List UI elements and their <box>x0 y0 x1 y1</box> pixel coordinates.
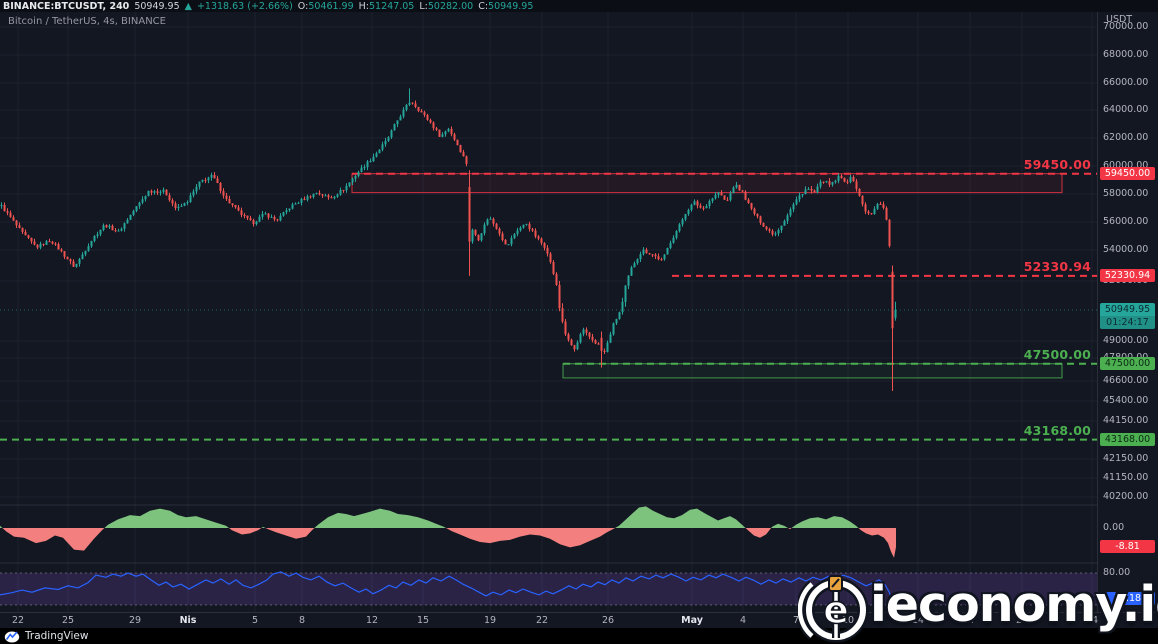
time-tick: 24 <box>1085 615 1099 626</box>
time-axis[interactable]: 22 25 29 Nis 5 8 12 15 19 22 26 May 4 7 10 14 17 20 24 <box>0 612 1158 629</box>
level-axis-label: 59450.00 <box>1100 166 1155 180</box>
level-title: 59450.00 <box>1023 156 1091 172</box>
level-title: 43168.00 <box>1023 422 1091 438</box>
price-tick: 41150.00 <box>1103 472 1149 483</box>
price-tick: 42150.00 <box>1103 453 1149 464</box>
time-tick: 19 <box>483 615 497 626</box>
open-value: 50461.99 <box>308 0 354 12</box>
price-tick: 68000.00 <box>1103 49 1149 60</box>
up-arrow-icon: ▲ <box>184 0 192 12</box>
price-tick: 66000.00 <box>1103 77 1149 88</box>
time-tick: 12 <box>365 615 379 626</box>
open-label: O: <box>297 0 309 12</box>
last-price-value: 50949.95 <box>1104 304 1151 315</box>
price-tick: 44150.00 <box>1103 415 1149 426</box>
price-tick: 45400.00 <box>1103 395 1149 406</box>
price-tick: 64000.00 <box>1103 104 1149 115</box>
time-tick: 5 <box>251 615 259 626</box>
time-tick: 17 <box>963 615 977 626</box>
level-title: 47500.00 <box>1023 346 1091 362</box>
time-tick: 29 <box>128 615 142 626</box>
price-tick: 54000.00 <box>1103 244 1149 255</box>
time-tick: 25 <box>61 615 75 626</box>
time-tick: 4 <box>739 615 747 626</box>
low-value: 50282.00 <box>427 0 474 12</box>
price-change: +1318.63 (+2.66%) <box>196 0 293 12</box>
chart-legend[interactable]: Bitcoin / TetherUS, 4s, BINANCE <box>8 16 166 27</box>
time-tick: 15 <box>416 615 430 626</box>
price-tick: 62000.00 <box>1103 132 1149 143</box>
rsi-value-label: 31.18 <box>1100 592 1155 606</box>
last-price: 50949.95 <box>134 0 180 12</box>
price-tick: 46600.00 <box>1103 375 1149 386</box>
time-tick: May <box>681 615 703 626</box>
last-price-axis-label: 50949.95 01:24:17 <box>1100 303 1155 329</box>
rsi-level-tick: 80.00 <box>1103 567 1131 578</box>
close-value: 50949.95 <box>488 0 534 12</box>
price-tick: 49000.00 <box>1103 335 1149 346</box>
level-axis-label: 52330.94 <box>1100 268 1155 282</box>
tradingview-brand-text[interactable]: TradingView <box>25 630 89 642</box>
high-label: H: <box>358 0 370 12</box>
level-axis-label: 47500.00 <box>1100 356 1155 370</box>
price-tick: 40200.00 <box>1103 491 1149 502</box>
time-tick: 20 <box>1015 615 1029 626</box>
low-label: L: <box>419 0 428 12</box>
high-value: 51247.05 <box>369 0 415 12</box>
time-tick: Nis <box>179 615 197 626</box>
level-axis-label: 43168.00 <box>1100 432 1155 446</box>
oscillator-value-label: -8.81 <box>1100 539 1155 553</box>
tradingview-logo-icon[interactable] <box>4 629 21 643</box>
level-title: 52330.94 <box>1023 258 1091 274</box>
symbol-title: BINANCE:BTCUSDT, 240 <box>3 0 130 12</box>
time-tick: 26 <box>601 615 615 626</box>
time-tick: 22 <box>11 615 25 626</box>
price-tick: 70000.00 <box>1103 21 1149 32</box>
bar-countdown: 01:24:17 <box>1100 316 1155 329</box>
time-tick: 7 <box>792 615 800 626</box>
time-tick: 22 <box>535 615 549 626</box>
oscillator-zero-tick: 0.00 <box>1103 522 1125 533</box>
time-tick: 8 <box>298 615 306 626</box>
time-tick: 10 <box>841 615 855 626</box>
bottom-brand-bar: TradingView <box>0 628 1158 644</box>
time-tick: 14 <box>911 615 925 626</box>
ohlc-info-bar: BINANCE:BTCUSDT, 240 50949.95 ▲ +1318.63… <box>0 0 1158 12</box>
price-tick: 58000.00 <box>1103 188 1149 199</box>
price-axis[interactable]: USDT 50949.95 01:24:17 72000.0070000.006… <box>1097 0 1158 612</box>
chart-canvas[interactable] <box>0 0 1097 612</box>
price-tick: 56000.00 <box>1103 216 1149 227</box>
close-label: C: <box>478 0 489 12</box>
axis-currency-label: USDT <box>1106 14 1133 25</box>
price-tick: 60000.00 <box>1103 160 1149 171</box>
